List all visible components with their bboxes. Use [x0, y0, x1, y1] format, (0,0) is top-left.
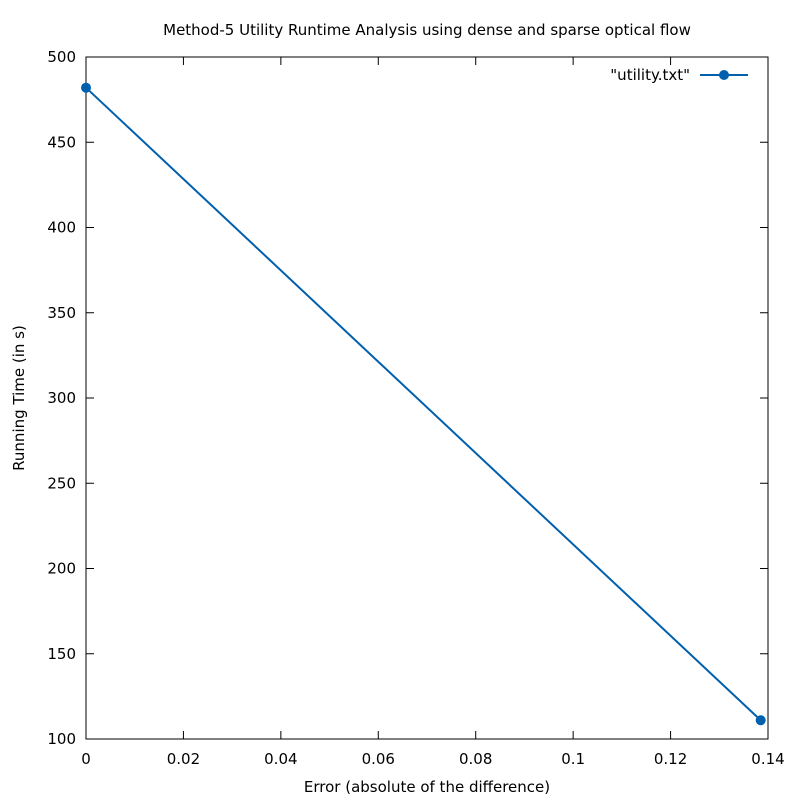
series-line [85, 86, 762, 721]
y-tick-label: 300 [47, 389, 76, 407]
y-axis-ticks: 100 150 200 250 300 350 400 450 500 [47, 48, 768, 748]
x-tick-label: 0.02 [167, 750, 200, 768]
x-tick-label: 0 [81, 750, 91, 768]
y-tick-label: 200 [47, 560, 76, 578]
y-tick-label: 450 [47, 133, 76, 151]
data-point [755, 715, 766, 726]
y-tick-label: 100 [47, 730, 76, 748]
series-layer [81, 82, 766, 726]
y-axis-label: Running Time (in s) [10, 325, 28, 471]
x-tick-label: 0.06 [362, 750, 395, 768]
y-tick-label: 250 [47, 474, 76, 492]
y-tick-label: 500 [47, 48, 76, 66]
y-tick-label: 350 [47, 304, 76, 322]
x-tick-label: 0.14 [751, 750, 784, 768]
data-point [81, 82, 91, 93]
x-tick-label: 0.12 [654, 750, 687, 768]
x-tick-label: 0.08 [459, 750, 492, 768]
legend-marker-swatch [719, 70, 729, 80]
legend: "utility.txt" [610, 66, 748, 84]
x-axis-label: Error (absolute of the difference) [304, 778, 550, 796]
x-axis-ticks: 0 0.02 0.04 0.06 0.08 0.1 0.12 0.14 [81, 57, 785, 768]
legend-label: "utility.txt" [610, 66, 690, 84]
x-tick-label: 0.04 [264, 750, 297, 768]
x-tick-label: 0.1 [561, 750, 585, 768]
y-tick-label: 150 [47, 645, 76, 663]
chart-title: Method-5 Utility Runtime Analysis using … [163, 21, 691, 39]
plot-border [85, 56, 769, 740]
y-tick-label: 400 [47, 219, 76, 237]
